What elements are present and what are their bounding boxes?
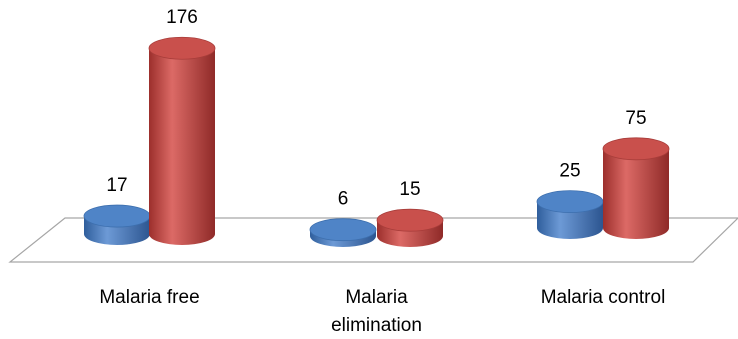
data-labels-group: 17 176 6 15 25 75	[106, 7, 646, 209]
bar-series-1-cat-1	[83, 204, 151, 245]
bar-top	[602, 137, 670, 161]
data-label: 75	[625, 108, 646, 129]
bar-top	[148, 36, 216, 60]
bar-top	[536, 190, 604, 214]
x-tick-label: Malaria free	[99, 287, 199, 308]
data-label: 6	[338, 189, 349, 210]
category-labels-group: Malaria free Malaria elimination Malaria co…	[99, 287, 665, 336]
bar-series-1-cat-2	[309, 218, 377, 247]
data-label: 17	[106, 175, 127, 196]
data-label: 176	[166, 7, 198, 28]
bar-series-2-cat-3	[602, 137, 670, 239]
bar-series-2-cat-2	[376, 208, 444, 247]
x-tick-label: Malaria control	[541, 287, 666, 308]
bar-top	[376, 208, 444, 232]
bar-body	[603, 148, 669, 239]
data-label: 15	[399, 179, 420, 200]
bars-group	[83, 36, 670, 247]
bar-top	[309, 218, 377, 242]
bar-series-2-cat-1	[148, 36, 216, 245]
bar-body	[149, 48, 215, 245]
bar-top	[83, 204, 151, 228]
x-tick-label: Malaria elimination	[331, 287, 422, 336]
data-label: 25	[559, 161, 580, 182]
bar-series-1-cat-3	[536, 190, 604, 239]
